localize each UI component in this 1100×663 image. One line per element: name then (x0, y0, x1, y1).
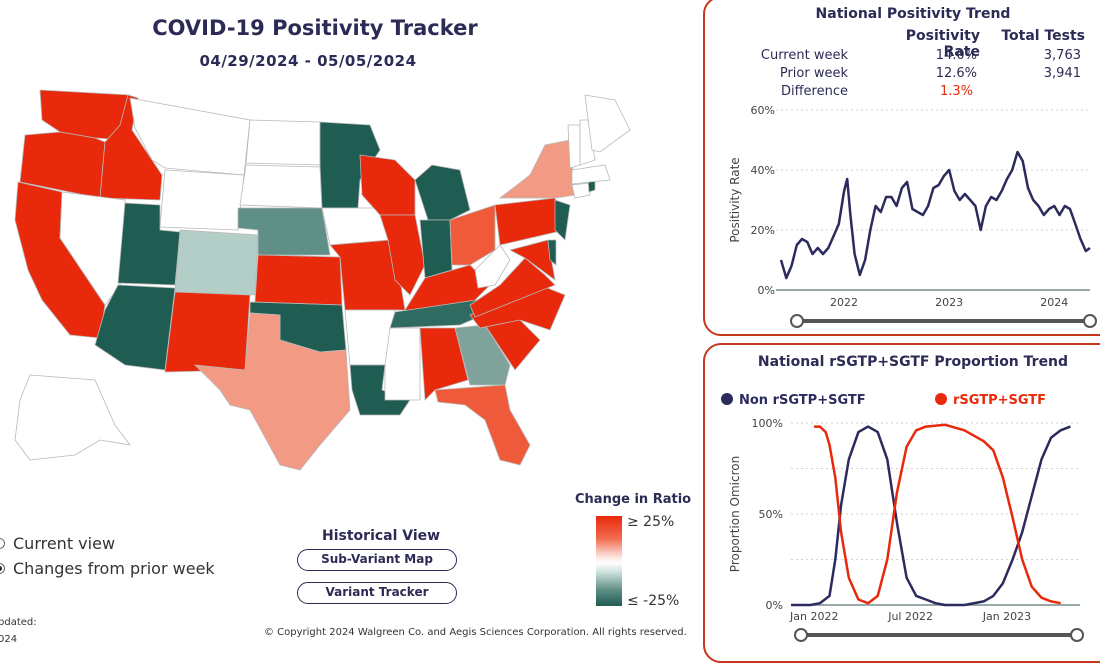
legend-max-label: ≥ 25% (627, 514, 675, 530)
state-mn (319, 121, 381, 209)
radio-label: Changes from prior week (13, 559, 215, 578)
x-tick-label: Jul 2022 (887, 610, 933, 623)
row-tests: 3,763 (1043, 48, 1081, 63)
state-ak (14, 374, 131, 461)
state-me (584, 94, 631, 153)
legend-marker (721, 393, 733, 405)
updated-value: 024 (0, 634, 18, 645)
row-label: Current week (760, 48, 848, 63)
row-tests: 3,941 (1043, 66, 1081, 81)
y-tick-label: 60% (751, 104, 775, 117)
row-rate: 12.6% (935, 66, 977, 81)
range-slider-handle (1083, 314, 1097, 328)
y-axis-label: Positivity Rate (728, 157, 742, 242)
y-tick-label: 0% (766, 599, 783, 612)
radio-button[interactable] (0, 538, 5, 549)
state-in (419, 219, 453, 279)
legend-label: rSGTP+SGTF (953, 393, 1046, 408)
state-tx (193, 312, 351, 471)
state-de (547, 239, 557, 266)
range-slider-handle (794, 628, 808, 642)
state-ks (254, 254, 343, 306)
copyright: © Copyright 2024 Walgreen Co. and Aegis … (264, 627, 687, 638)
row-label: Difference (780, 84, 848, 99)
x-tick-label: 2024 (1040, 296, 1068, 309)
x-tick-label: 2023 (935, 296, 963, 309)
legend-label: Non rSGTP+SGTF (739, 393, 866, 408)
y-axis-label: Proportion Omicron (728, 456, 742, 572)
positivity-line-chart: 0% 20% 40% 60% Positivity Rate 2022 2023 2024 (728, 104, 1097, 328)
state-ms (384, 327, 421, 401)
state-ny (498, 139, 576, 199)
state-co (174, 229, 259, 296)
col-header-rate: Positivity Rate (905, 28, 980, 60)
state-vt (567, 124, 581, 169)
x-tick-label: Jan 2023 (982, 610, 1031, 623)
state-sd (239, 164, 323, 209)
state-va (469, 257, 556, 318)
sub-variant-map-button[interactable]: Sub-Variant Map (297, 549, 457, 571)
state-il (379, 214, 426, 296)
y-tick-label: 50% (759, 508, 783, 521)
state-ct (571, 182, 591, 199)
y-tick-label: 20% (751, 224, 775, 237)
page-title: COVID-19 Positivity Tracker (152, 16, 478, 40)
state-wy (159, 169, 245, 231)
radio-label: Current view (13, 534, 116, 553)
historical-view-title: Historical View (322, 528, 441, 544)
non-rsgtp-sgtf-series-line (791, 425, 1071, 607)
proportion-trend-panel: National rSGTP+SGTF Proportion Trend Non… (703, 343, 1100, 663)
variant-tracker-button[interactable]: Variant Tracker (297, 582, 457, 604)
last-updated: pdated: 024 (0, 614, 37, 648)
x-tick-label: Jan 2022 (789, 610, 838, 623)
state-nm (164, 291, 251, 373)
state-wv (474, 244, 511, 289)
row-label: Prior week (779, 66, 848, 81)
y-tick-label: 0% (758, 284, 775, 297)
state-nj (554, 199, 571, 241)
state-mi (414, 164, 471, 221)
state-la (349, 364, 411, 416)
state-wi (359, 154, 416, 216)
state-oh (449, 204, 496, 266)
positivity-series-line (779, 150, 1091, 280)
radio-changes-prior-week[interactable]: Changes from prior week (0, 559, 215, 578)
range-slider-handle (1070, 628, 1084, 642)
state-al (419, 327, 469, 401)
map-section: COVID-19 Positivity Tracker 04/29/2024 -… (0, 16, 692, 645)
y-tick-label: 100% (752, 417, 783, 430)
row-rate: 14.0% (935, 48, 977, 63)
radio-button[interactable] (0, 563, 5, 574)
national-positivity-panel: National Positivity Trend Positivity Rat… (703, 0, 1100, 336)
state-md (508, 239, 556, 281)
state-nd (245, 119, 321, 166)
y-tick-label: 40% (751, 164, 775, 177)
updated-label: pdated: (0, 617, 37, 628)
state-fl (434, 384, 531, 466)
legend-marker (935, 393, 947, 405)
row-rate-difference: 1.3% (939, 84, 973, 99)
us-map (14, 89, 631, 471)
legend-color-scale (596, 516, 622, 606)
legend-min-label: ≤ -25% (627, 593, 680, 609)
panel-title: National rSGTP+SGTF Proportion Trend (757, 354, 1069, 370)
rsgtp-sgtf-series-line (814, 423, 1061, 605)
range-slider-handle (790, 314, 804, 328)
legend-title: Change in Ratio (575, 492, 692, 507)
radio-current-view[interactable]: Current view (0, 534, 115, 553)
state-pa (494, 197, 566, 246)
col-header-tests: Total Tests (1001, 28, 1085, 44)
date-range: 04/29/2024 - 05/05/2024 (199, 52, 417, 70)
proportion-line-chart: Non rSGTP+SGTF rSGTP+SGTF 0% 50% 100% Proport… (721, 393, 1084, 642)
state-ma (571, 164, 611, 185)
panel-title: National Positivity Trend (815, 6, 1011, 22)
state-nh (579, 119, 596, 166)
x-tick-label: 2022 (830, 296, 858, 309)
